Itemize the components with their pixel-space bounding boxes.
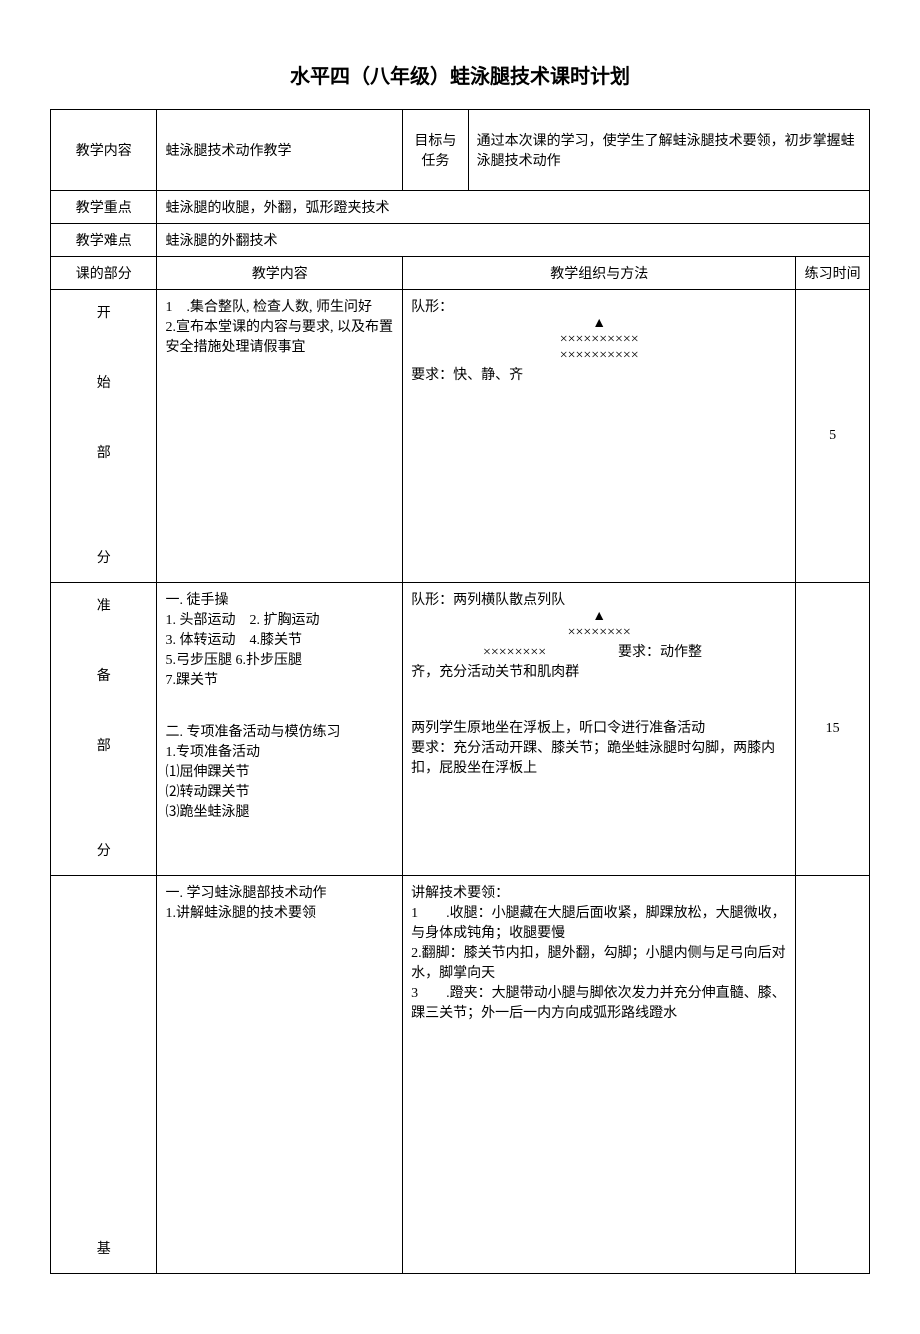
section-content-opening: 1 .集合整队, 检查人数, 师生问好 2.宣布本堂课的内容与要求, 以及布置安… <box>157 290 403 583</box>
section-method-prep: 队形：两列横队散点列队 ▲ ×××××××× ××××××××要求：动作整 齐，… <box>403 583 796 876</box>
section-label-basic: 基 <box>51 876 157 1274</box>
section-label-opening: 开 始 部 分 <box>51 290 157 583</box>
requirement-text: 齐，充分活动关节和肌肉群 <box>411 661 787 681</box>
teacher-symbol: ▲ <box>411 609 787 625</box>
spacer <box>411 681 787 717</box>
colhead-method: 教学组织与方法 <box>403 257 796 290</box>
section-content-prep: 一. 徒手操 1. 头部运动 2. 扩胸运动 3. 体转运动 4.膝关节 5.弓… <box>157 583 403 876</box>
cell-focus: 蛙泳腿的收腿，外翻，弧形蹬夹技术 <box>157 191 870 224</box>
formation-label: 队形：两列横队散点列队 <box>411 589 787 609</box>
formation-label: 队形： <box>411 296 787 316</box>
prep-method-req: 要求：充分活动开踝、膝关节；跪坐蛙泳腿时勾脚，两膝内扣，屁股坐在浮板上 <box>411 737 787 777</box>
requirement-text: 要求：快、静、齐 <box>411 364 787 384</box>
label-teaching-content: 教学内容 <box>51 110 157 191</box>
section-label-prep: 准 备 部 分 <box>51 583 157 876</box>
section-method-opening: 队形： ▲ ×××××××××× ×××××××××× 要求：快、静、齐 <box>403 290 796 583</box>
colhead-content: 教学内容 <box>157 257 403 290</box>
colhead-time: 练习时间 <box>796 257 870 290</box>
student-row: ×××××××× <box>411 625 787 641</box>
section-method-basic: 讲解技术要领： 1 .收腿：小腿藏在大腿后面收紧，脚踝放松，大腿微收，与身体成钝… <box>403 876 796 1274</box>
label-focus: 教学重点 <box>51 191 157 224</box>
section-basic: 基 一. 学习蛙泳腿部技术动作 1.讲解蛙泳腿的技术要领 讲解技术要领： 1 .… <box>51 876 870 1274</box>
student-row: ×××××××××× <box>411 348 787 364</box>
column-header-row: 课的部分 教学内容 教学组织与方法 练习时间 <box>51 257 870 290</box>
section-time-basic <box>796 876 870 1274</box>
section-time-prep: 15 <box>796 583 870 876</box>
page-title: 水平四（八年级）蛙泳腿技术课时计划 <box>50 60 870 89</box>
lesson-plan-table: 教学内容 蛙泳腿技术动作教学 目标与任务 通过本次课的学习，使学生了解蛙泳腿技术… <box>50 109 870 1274</box>
cell-teaching-content: 蛙泳腿技术动作教学 <box>157 110 403 191</box>
prep-method-text: 两列学生原地坐在浮板上，听口令进行准备活动 <box>411 717 787 737</box>
cell-goal: 通过本次课的学习，使学生了解蛙泳腿技术要领，初步掌握蛙泳腿技术动作 <box>468 110 869 191</box>
label-goal: 目标与任务 <box>403 110 469 191</box>
header-row-focus: 教学重点 蛙泳腿的收腿，外翻，弧形蹬夹技术 <box>51 191 870 224</box>
section-time-opening: 5 <box>796 290 870 583</box>
header-row-content: 教学内容 蛙泳腿技术动作教学 目标与任务 通过本次课的学习，使学生了解蛙泳腿技术… <box>51 110 870 191</box>
student-row-with-req: ××××××××要求：动作整 <box>411 641 787 661</box>
cell-difficulty: 蛙泳腿的外翻技术 <box>157 224 870 257</box>
student-row: ×××××××××× <box>411 332 787 348</box>
section-content-basic: 一. 学习蛙泳腿部技术动作 1.讲解蛙泳腿的技术要领 <box>157 876 403 1274</box>
teacher-symbol: ▲ <box>411 316 787 332</box>
colhead-section: 课的部分 <box>51 257 157 290</box>
section-prep: 准 备 部 分 一. 徒手操 1. 头部运动 2. 扩胸运动 3. 体转运动 4… <box>51 583 870 876</box>
header-row-difficulty: 教学难点 蛙泳腿的外翻技术 <box>51 224 870 257</box>
label-difficulty: 教学难点 <box>51 224 157 257</box>
section-opening: 开 始 部 分 1 .集合整队, 检查人数, 师生问好 2.宣布本堂课的内容与要… <box>51 290 870 583</box>
